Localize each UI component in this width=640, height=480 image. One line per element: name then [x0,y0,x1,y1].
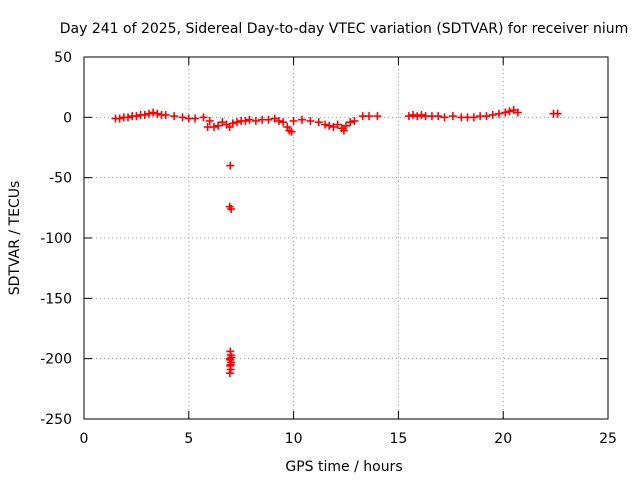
data-point [505,107,514,116]
data-point [233,118,242,127]
data-point [342,121,350,130]
data-point [214,121,223,130]
data-point [297,115,306,124]
data-point [314,118,323,127]
data-point [553,109,562,118]
data-point [488,110,497,119]
data-point [329,122,338,131]
data-points [111,106,562,378]
data-point [153,109,162,118]
data-point [140,110,149,119]
data-point [228,119,237,128]
x-tick-label: 10 [285,431,303,447]
axis-ticks: 0 5 10 15 20 25 -250 -200 -150 -100 -50 0 50 [40,50,617,447]
data-point [226,360,235,369]
data-point [205,116,214,125]
data-point [270,114,279,123]
data-point [509,106,518,115]
data-point [149,108,158,117]
data-point [178,113,187,122]
data-point [279,118,288,127]
data-point [132,112,141,121]
data-point [325,121,334,130]
y-tick-label: -150 [40,291,72,307]
data-point [495,109,504,118]
data-point [170,112,179,121]
chart-title: Day 241 of 2025, Sidereal Day-to-day VTE… [60,21,629,37]
y-tick-label: -250 [40,412,72,428]
data-point [227,205,236,214]
data-point [339,126,348,135]
data-point [161,110,170,119]
data-point [264,115,273,124]
y-tick-label: 0 [63,110,72,126]
x-tick-label: 25 [599,431,617,447]
data-point [365,112,374,121]
data-point [350,116,359,125]
data-point [226,161,235,170]
data-point [191,114,200,123]
y-tick-label: -100 [40,231,72,247]
data-point [241,116,250,125]
data-point [199,113,208,122]
data-point [321,120,330,129]
x-tick-label: 15 [389,431,407,447]
data-point [409,110,418,119]
data-point [124,113,133,122]
x-tick-label: 0 [80,431,89,447]
data-point [513,108,522,117]
data-point [274,116,283,125]
data-point [373,112,382,121]
data-point [289,116,298,125]
x-tick-label: 20 [494,431,512,447]
y-tick-label: -50 [49,171,72,187]
data-point [469,113,478,122]
y-tick-label: -200 [40,352,72,368]
data-point [333,120,342,129]
data-point [501,108,510,117]
x-axis-title: GPS time / hours [285,459,402,475]
data-point [413,112,422,121]
data-point [225,369,234,378]
y-axis-title: SDTVAR / TECUs [7,181,23,296]
data-point [287,127,296,136]
data-point [144,109,153,118]
data-point [448,112,457,121]
data-point [417,110,426,119]
y-tick-label: 50 [54,50,72,66]
data-point [115,114,124,123]
x-tick-label: 5 [184,431,193,447]
data-point [346,118,355,127]
data-point [434,112,443,121]
data-point [251,116,260,125]
data-point [209,122,218,131]
data-point [218,118,227,127]
data-point [482,112,491,121]
data-point [440,113,449,122]
data-point [404,112,413,121]
data-point [306,116,315,125]
data-point [245,115,254,124]
